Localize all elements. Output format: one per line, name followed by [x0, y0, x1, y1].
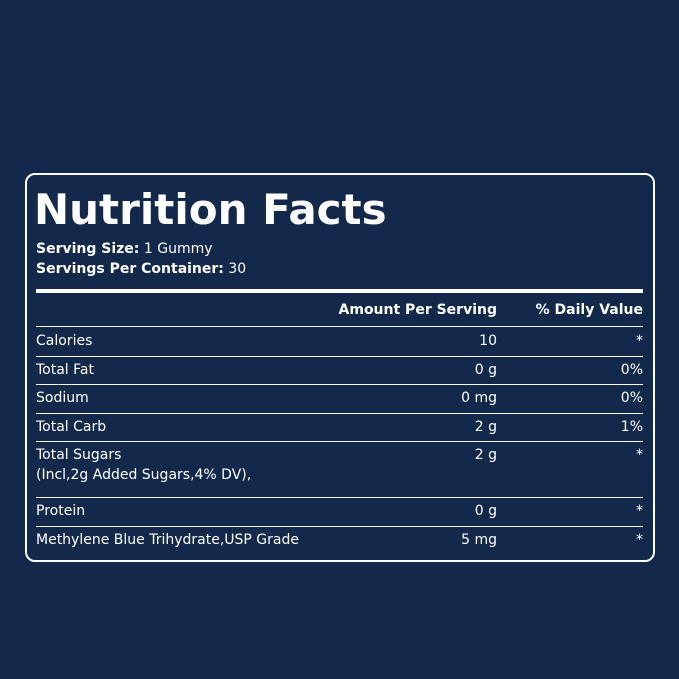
row-amount: 10	[479, 333, 497, 350]
serving-size-value: 1 Gummy	[143, 241, 213, 257]
row-name: Total Carb	[36, 418, 107, 435]
row-dv: *	[636, 503, 643, 520]
row-dv: *	[636, 531, 643, 548]
rule	[36, 384, 643, 385]
row-dv: 0%	[620, 361, 643, 378]
row-name: Sodium	[36, 390, 89, 407]
title: Nutrition Facts	[34, 185, 387, 234]
rule	[36, 441, 643, 442]
serving-size: Serving Size: 1 Gummy	[36, 240, 213, 258]
row-note: (Incl,2g Added Sugars,4% DV),	[36, 467, 252, 483]
row-name: Calories	[36, 333, 93, 350]
row-name: Protein	[36, 503, 86, 520]
rule	[36, 525, 643, 527]
rule	[36, 412, 643, 414]
rule	[36, 497, 643, 498]
serving-size-label: Serving Size:	[36, 241, 140, 257]
header-amount: Amount Per Serving	[338, 302, 497, 318]
rule	[36, 355, 643, 357]
row-amount: 2 g	[474, 447, 497, 463]
nutrition-panel	[25, 173, 655, 562]
row-amount: 0 g	[474, 503, 497, 520]
rule	[36, 326, 643, 327]
row-name: Total Sugars	[36, 447, 122, 463]
row-amount: 2 g	[474, 418, 497, 435]
header-dv: % Daily Value	[535, 302, 643, 318]
row-dv: 0%	[620, 390, 643, 407]
servings-value: 30	[228, 261, 247, 277]
row-name: Methylene Blue Trihydrate,USP Grade	[36, 531, 299, 548]
row-amount: 0 g	[474, 361, 497, 378]
row-amount: 5 mg	[461, 531, 497, 548]
row-amount: 0 mg	[461, 390, 497, 407]
row-dv: *	[636, 447, 643, 463]
servings-per-container: Servings Per Container: 30	[36, 260, 246, 278]
servings-label: Servings Per Container:	[36, 261, 224, 277]
thick-rule	[36, 289, 643, 293]
row-name: Total Fat	[36, 361, 94, 378]
row-dv: 1%	[620, 418, 643, 435]
row-dv: *	[636, 333, 643, 350]
